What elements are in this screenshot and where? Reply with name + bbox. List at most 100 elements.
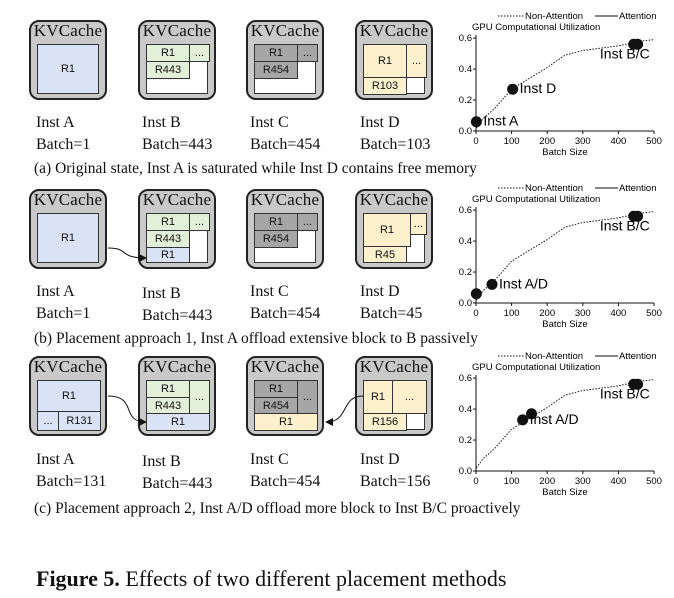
legend-label-non-attention: Non-Attention [525,351,583,362]
chart-title: GPU Computational Utilization [472,362,600,373]
x-tick-label: 400 [610,136,626,147]
kvcache-title: KVCache [250,357,320,376]
memory-area: R1 ... R454 [254,213,318,263]
data-point [470,116,482,128]
caption-c: (c) Placement approach 2, Inst A/D offlo… [34,500,521,517]
memory-area: R1 ... R454 R1 [254,380,318,431]
data-point [517,414,529,426]
block-r1: R1 [37,213,99,263]
utilization-chart-c: Non-Attention Attention GPU Computational … [459,351,662,496]
x-tick-label: 400 [610,308,626,319]
x-tick-label: 200 [539,476,555,487]
arrow-a-to-b-row-c [107,395,147,426]
utilization-chart-b: Non-Attention Attention GPU Computational … [459,183,662,328]
inst-b-name: Inst B [142,114,181,131]
caption-b: (b) Placement approach 1, Inst A offload… [34,330,478,347]
kvcache-title: KVCache [142,190,212,209]
y-tick-label: 0.0 [459,126,472,137]
point-label: Inst B/C [600,45,650,61]
y-tick-label: 0.4 [459,404,472,415]
block-r131: R131 [58,411,101,431]
inst-a-batch: Batch=1 [36,136,91,153]
kvcache-card-inst-b: KVCache R1 ... R443 R1 [138,356,216,436]
block-r1-offloaded: R1 [254,413,318,431]
kvcache-title: KVCache [33,357,103,376]
row-a: KVCache R1 KVCache R1 ... R443 KVCache R… [0,0,674,190]
inst-a-name: Inst A [36,283,75,300]
legend-label-attention: Attention [619,351,657,362]
y-tick-label: 0.2 [459,95,472,106]
kvcache-card-inst-b: KVCache R1 ... R443 [138,20,216,100]
caption-a: (a) Original state, Inst A is saturated … [34,160,477,177]
inst-d-batch: Batch=45 [360,305,423,322]
chart-title: GPU Computational Utilization [472,22,600,33]
y-tick-label: 0.4 [459,236,472,247]
block-ellipsis: ... [297,213,318,231]
inst-d-batch: Batch=103 [360,136,431,153]
y-tick-label: 0.0 [459,298,472,309]
y-tick-label: 0.2 [459,435,472,446]
legend-label-attention: Attention [619,11,657,22]
block-r443: R443 [146,230,190,248]
point-label: Inst B/C [600,385,650,401]
x-tick-label: 500 [646,476,662,487]
inst-b-batch: Batch=443 [142,475,213,492]
y-tick-label: 0.6 [459,205,472,216]
memory-area: R1 ... R131 [37,380,101,431]
series-non-attention-line [475,39,655,129]
x-tick-label: 0 [473,136,478,147]
row-b: KVCache R1 KVCache R1 ... R443 R1 KVCach… [29,189,478,347]
inst-c-batch: Batch=454 [250,305,321,322]
block-ellipsis: ... [189,44,210,62]
kvcache-card-inst-a: KVCache R1 [29,189,107,269]
x-tick-label: 100 [504,476,520,487]
row-c: KVCache R1 ... R131 KVCache R1 ... R443 … [29,356,521,517]
x-axis-label: Batch Size [542,147,587,156]
memory-area: R1 ... R443 R1 [146,380,210,431]
block-r103: R103 [363,77,407,95]
kvcache-title: KVCache [250,21,320,40]
data-point [632,38,644,50]
block-r1: R1 [254,380,298,398]
x-tick-label: 100 [504,136,520,147]
x-tick-label: 500 [646,308,662,319]
memory-area: R1 ... R454 [254,44,318,94]
block-r1-offloaded: R1 [146,247,190,263]
kvcache-title: KVCache [33,21,103,40]
kvcache-card-inst-d: KVCache R1 ... R103 [355,20,433,100]
inst-c-name: Inst C [250,451,289,468]
block-ellipsis: ... [406,44,427,78]
data-point [470,288,482,300]
figure-text: Effects of two different placement metho… [125,566,507,591]
inst-c-batch: Batch=454 [250,136,321,153]
memory-area: R1 ... R443 R1 [146,213,210,263]
data-point [507,83,519,95]
legend-label-attention: Attention [619,183,657,194]
figure-label: Figure 5. [36,566,120,591]
memory-area: R1 ... R443 [146,44,210,94]
block-ellipsis: ... [189,213,210,231]
y-tick-label: 0.6 [459,373,472,384]
block-r1-offloaded: R1 [146,413,210,431]
x-tick-label: 400 [610,476,626,487]
kvcache-card-inst-d: KVCache R1 ... R45 [355,189,433,269]
block-r45: R45 [363,246,407,263]
series-non-attention-line [475,211,655,301]
kvcache-title: KVCache [142,357,212,376]
inst-a-name: Inst A [36,451,75,468]
x-tick-label: 0 [473,308,478,319]
kvcache-title: KVCache [142,21,212,40]
y-tick-label: 0.6 [459,33,472,44]
x-tick-label: 500 [646,136,662,147]
series-non-attention-line [475,379,655,469]
legend-label-non-attention: Non-Attention [525,183,583,194]
x-axis-label: Batch Size [542,319,587,328]
data-point [632,210,644,222]
kvcache-title: KVCache [33,190,103,209]
arrow-d-to-c-row-c [325,395,364,426]
block-r454: R454 [254,61,298,79]
legend-label-non-attention: Non-Attention [525,11,583,22]
kvcache-card-inst-c: KVCache R1 ... R454 [246,189,324,269]
chart-title: GPU Computational Utilization [472,194,600,205]
y-tick-label: 0.0 [459,466,472,477]
